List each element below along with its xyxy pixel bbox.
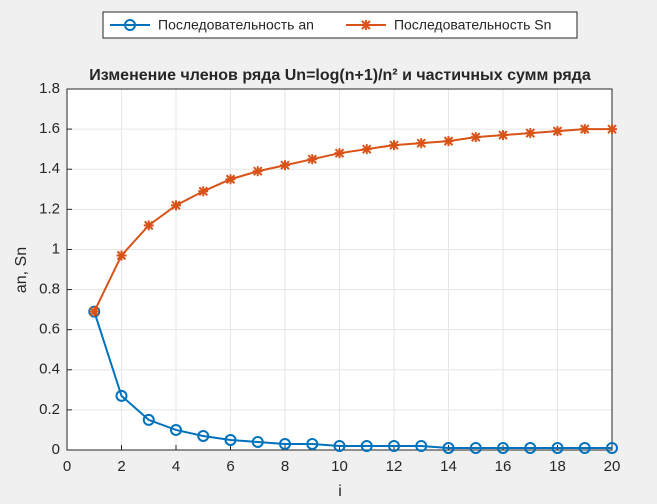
- x-tick-label: 12: [386, 458, 403, 475]
- marker-stroke: [498, 130, 508, 140]
- marker-stroke: [389, 140, 399, 150]
- legend-label: Последовательность Sn: [394, 17, 552, 33]
- marker: [497, 441, 509, 454]
- marker-stroke: [171, 200, 181, 211]
- x-tick-label: 2: [117, 458, 125, 475]
- marker-stroke: [253, 166, 263, 176]
- marker: [280, 160, 290, 171]
- y-tick-label: 1.2: [39, 200, 60, 217]
- chart-title: Изменение членов ряда Un=log(n+1)/n² и ч…: [89, 67, 591, 84]
- marker: [116, 250, 127, 261]
- marker-stroke: [334, 148, 345, 158]
- marker: [579, 124, 590, 135]
- marker-stroke: [416, 138, 426, 148]
- marker: [198, 186, 209, 197]
- marker: [469, 441, 482, 454]
- marker-stroke: [144, 220, 154, 231]
- x-tick-label: 18: [549, 458, 566, 475]
- x-tick-label: 14: [440, 458, 457, 475]
- marker-stroke: [471, 132, 481, 142]
- marker-stroke: [307, 154, 317, 164]
- marker-stroke: [552, 126, 563, 136]
- marker-stroke: [362, 144, 372, 154]
- y-tick-label: 0.4: [39, 361, 60, 378]
- y-tick-label: 1: [52, 240, 60, 257]
- marker: [143, 220, 154, 231]
- y-tick-label: 0.8: [39, 281, 60, 298]
- x-tick-label: 10: [331, 458, 348, 475]
- legend-label: Последовательность an: [158, 17, 314, 33]
- y-tick-label: 0: [52, 441, 60, 458]
- marker: [170, 423, 182, 436]
- y-tick-label: 1.6: [39, 120, 60, 137]
- marker: [470, 132, 481, 143]
- marker-stroke: [361, 20, 371, 30]
- marker: [389, 140, 399, 151]
- y-tick-label: 1.4: [39, 160, 60, 177]
- marker: [307, 154, 318, 165]
- marker: [525, 128, 536, 139]
- legend-box: [102, 11, 578, 39]
- marker: [360, 439, 373, 452]
- marker: [334, 148, 345, 159]
- marker: [551, 441, 564, 454]
- x-axis-label: i: [338, 483, 342, 500]
- marker: [279, 437, 291, 450]
- x-tick-label: 16: [495, 458, 512, 475]
- marker-stroke: [525, 128, 535, 138]
- y-tick-label: 1.8: [39, 80, 60, 97]
- marker: [171, 200, 181, 211]
- marker: [89, 306, 100, 317]
- x-tick-label: 20: [604, 458, 621, 475]
- marker: [415, 439, 428, 452]
- x-tick-label: 6: [226, 458, 234, 475]
- marker: [552, 126, 563, 137]
- marker: [498, 130, 508, 141]
- marker: [224, 433, 237, 446]
- y-tick-label: 0.2: [39, 401, 60, 418]
- marker-stroke: [89, 306, 99, 317]
- marker: [251, 435, 264, 448]
- marker: [333, 439, 346, 452]
- marker: [225, 174, 236, 185]
- marker: [607, 124, 617, 135]
- marker-stroke: [607, 124, 617, 134]
- marker: [524, 441, 537, 454]
- x-tick-label: 8: [281, 458, 289, 475]
- marker: [115, 389, 128, 402]
- marker: [606, 441, 618, 454]
- marker-stroke: [443, 136, 454, 146]
- y-tick-label: 0.6: [39, 321, 60, 338]
- marker-stroke: [580, 124, 590, 134]
- marker-stroke: [225, 174, 236, 184]
- marker: [306, 437, 319, 450]
- marker: [361, 144, 372, 155]
- x-tick-label: 0: [63, 458, 71, 475]
- marker: [442, 441, 455, 454]
- marker-stroke: [116, 250, 127, 261]
- marker-stroke: [198, 186, 208, 196]
- marker: [416, 138, 427, 149]
- marker-stroke: [280, 160, 290, 170]
- marker: [360, 20, 371, 30]
- y-axis-label: an, Sn: [13, 247, 30, 293]
- marker: [388, 439, 400, 452]
- marker: [124, 19, 136, 31]
- legend: Последовательность an Последовательность …: [102, 11, 578, 39]
- marker: [578, 441, 591, 454]
- marker: [197, 429, 210, 442]
- marker: [443, 136, 454, 147]
- marker: [252, 166, 263, 177]
- marker: [142, 413, 155, 426]
- x-tick-label: 4: [172, 458, 180, 475]
